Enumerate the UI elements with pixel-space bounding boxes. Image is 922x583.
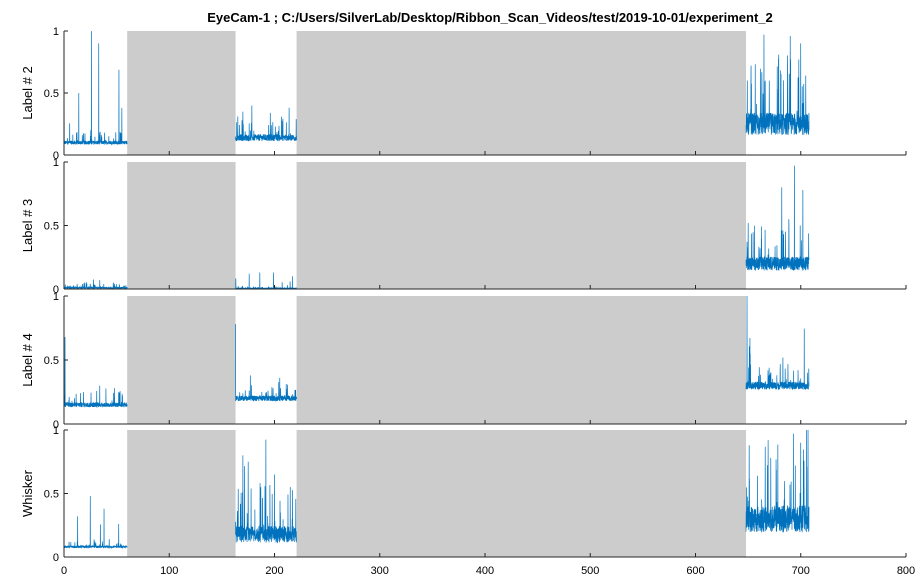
chart-panels: 0 0.5 1 Label # 2 0 0.5 1 Label # 3 0 0.5 1 Label #… — [20, 26, 915, 577]
y-tick-label: 0.5 — [44, 489, 59, 501]
signal-line — [745, 429, 810, 533]
y-tick-label: 0.5 — [44, 355, 59, 367]
panel-1: 0 0.5 1 Label # 2 — [20, 26, 907, 162]
x-tick-label: 200 — [265, 565, 283, 577]
signal-line — [235, 439, 297, 544]
y-tick-label: 0 — [53, 284, 59, 296]
x-tick-label: 400 — [476, 565, 494, 577]
x-tick-label: 500 — [581, 565, 599, 577]
x-tick-label: 0 — [61, 565, 67, 577]
shaded-interval — [296, 296, 747, 424]
y-tick-label: 1 — [53, 291, 59, 303]
shaded-interval — [296, 31, 747, 155]
signal-line — [63, 279, 128, 290]
shaded-interval — [127, 31, 236, 155]
y-tick-label: 0 — [53, 150, 59, 162]
x-tick-label: 100 — [160, 565, 178, 577]
y-tick-label: 1 — [53, 157, 59, 169]
y-tick-label: 0.5 — [44, 88, 59, 100]
figure-title: EyeCam-1 ; C:/Users/SilverLab/Desktop/Ri… — [207, 10, 773, 25]
y-axis-label: Label # 3 — [20, 199, 35, 253]
y-tick-label: 1 — [53, 26, 59, 38]
shaded-interval — [296, 430, 747, 557]
signal-line — [235, 105, 297, 142]
signal-line — [745, 295, 810, 391]
signal-line — [745, 165, 810, 271]
signal-line — [63, 496, 128, 550]
shaded-interval — [127, 162, 236, 289]
shaded-interval — [296, 162, 747, 289]
signal-line — [745, 34, 810, 136]
y-tick-label: 0.5 — [44, 221, 59, 233]
signal-line — [63, 336, 128, 409]
y-tick-label: 0 — [53, 552, 59, 564]
signal-line — [63, 30, 128, 146]
y-tick-label: 0 — [53, 419, 59, 431]
panel-2: 0 0.5 1 Label # 3 — [20, 157, 907, 296]
x-tick-label: 800 — [897, 565, 915, 577]
x-tick-label: 700 — [792, 565, 810, 577]
x-tick-label: 300 — [371, 565, 389, 577]
shaded-interval — [127, 430, 236, 557]
signal-line — [235, 272, 297, 290]
shaded-interval — [127, 296, 236, 424]
signal-line — [235, 324, 297, 402]
x-tick-label: 600 — [686, 565, 704, 577]
y-axis-label: Whisker — [20, 469, 35, 517]
panel-4: 0 0.5 1 Whisker — [20, 425, 907, 564]
y-axis-label: Label # 4 — [20, 333, 35, 387]
y-tick-label: 1 — [53, 425, 59, 437]
y-axis-label: Label # 2 — [20, 66, 35, 120]
panel-3: 0 0.5 1 Label # 4 — [20, 291, 907, 431]
